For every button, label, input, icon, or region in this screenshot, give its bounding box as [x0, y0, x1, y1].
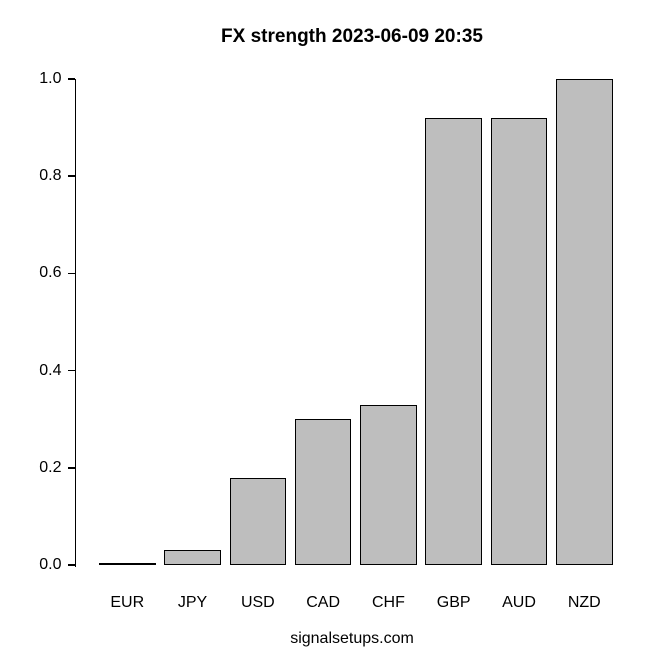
bar-gbp: [425, 117, 482, 565]
x-axis-label-cad: CAD: [306, 594, 340, 611]
bar-chf: [360, 404, 417, 565]
x-axis-label-nzd: NZD: [567, 594, 601, 611]
bar-aud: [490, 117, 548, 565]
chart-title: FX strength 2023-06-09 20:35: [221, 26, 483, 47]
y-axis-line: [74, 79, 76, 567]
y-axis-tick-label: 1.0: [39, 70, 62, 87]
bar-usd: [229, 477, 287, 565]
x-axis-label-aud: AUD: [502, 594, 536, 611]
y-axis-tick: [67, 369, 75, 372]
y-axis-tick-label: 0.6: [39, 264, 62, 282]
chart-caption: signalsetups.com: [290, 630, 414, 647]
bar-jpy: [164, 550, 221, 565]
x-axis-label-usd: USD: [240, 594, 275, 611]
y-axis-tick: [67, 272, 75, 275]
y-axis-tick: [67, 175, 75, 177]
y-axis-tick-label: 0.0: [39, 556, 62, 573]
y-axis-tick: [67, 78, 75, 80]
x-axis-label-gbp: GBP: [436, 594, 471, 611]
y-axis-tick-label: 0.8: [39, 167, 62, 185]
bar-eur: [99, 563, 156, 565]
x-axis-label-eur: EUR: [110, 594, 145, 611]
bar-nzd: [556, 79, 613, 565]
y-axis-tick: [67, 564, 75, 566]
y-axis-tick-label: 0.2: [39, 458, 62, 476]
bar-cad: [294, 419, 352, 565]
x-axis-label-chf: CHF: [371, 594, 405, 611]
y-axis-tick: [67, 467, 75, 469]
y-axis-tick-label: 0.4: [39, 361, 62, 379]
x-axis-label-jpy: JPY: [177, 594, 208, 611]
